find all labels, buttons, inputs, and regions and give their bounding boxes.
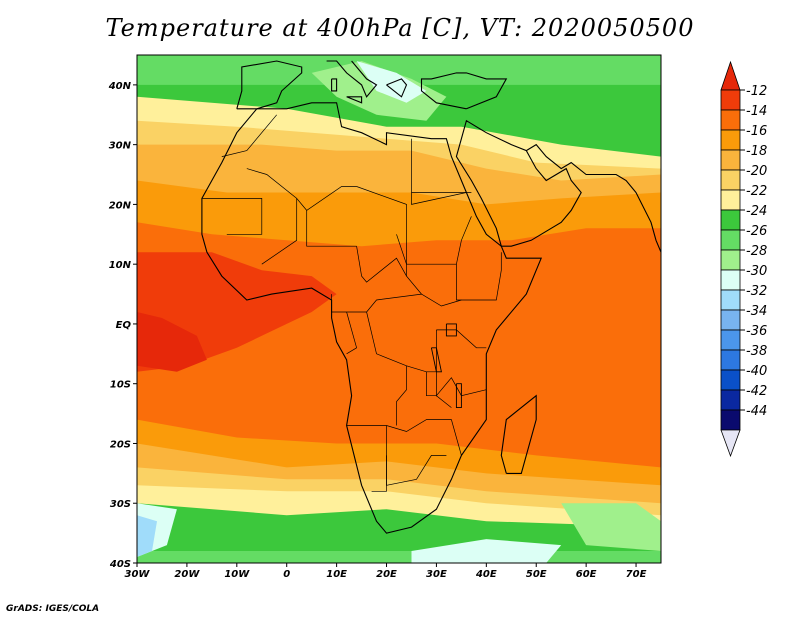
colorbar-swatch	[720, 269, 741, 291]
lake-outline	[445, 323, 457, 337]
colorbar-swatch	[720, 189, 741, 211]
colorbar-label: -26	[746, 224, 767, 239]
temperature-region	[411, 539, 562, 563]
colorbar-label: -42	[746, 384, 767, 399]
lon-tick-label: 40E	[475, 569, 497, 580]
country-border	[201, 198, 263, 235]
chart-title: Temperature at 400hPa [C], VT: 202005050…	[105, 14, 695, 42]
colorbar-swatch	[720, 249, 741, 271]
coastline	[500, 394, 537, 474]
country-border	[396, 365, 407, 426]
colorbar-label: -18	[746, 144, 767, 159]
lat-tick-label: 10N	[109, 260, 132, 271]
lat-tick-label: 10S	[110, 380, 131, 391]
colorbar-swatch	[720, 349, 741, 371]
colorbar-label: -16	[746, 124, 767, 139]
colorbar-label: -38	[746, 344, 767, 359]
lon-tick-label: 30E	[426, 569, 447, 580]
colorbar-label: -20	[746, 164, 767, 179]
lake-outline	[455, 383, 462, 409]
lat-tick-label: EQ	[116, 320, 132, 331]
coastline	[346, 96, 363, 104]
colorbar-swatch	[720, 209, 741, 231]
country-border	[306, 210, 357, 247]
coastline	[386, 78, 408, 98]
lat-tick-label: 20S	[110, 439, 131, 450]
lon-tick-label: 70E	[626, 569, 647, 580]
country-border	[331, 293, 462, 313]
lat-tick-label: 40S	[109, 559, 131, 570]
lon-tick-label: 10E	[326, 569, 347, 580]
colorbar-swatch	[720, 309, 741, 331]
lon-tick-label: 20W	[174, 569, 200, 580]
colorbar-swatch	[720, 129, 741, 151]
lon-tick-label: 60E	[576, 569, 597, 580]
colorbar-label: -34	[746, 304, 767, 319]
colorbar-swatch	[720, 109, 741, 131]
country-border	[426, 371, 452, 408]
colorbar-top-triangle	[720, 60, 741, 91]
country-border	[371, 455, 387, 492]
colorbar-swatch	[720, 409, 741, 431]
colorbar-label: -22	[746, 184, 767, 199]
temperature-region	[137, 515, 157, 557]
credit-text: GrADS: IGES/COLA	[6, 604, 100, 614]
temperature-region	[356, 61, 427, 103]
colorbar-swatch	[720, 369, 741, 391]
country-border	[221, 114, 277, 157]
map-frame	[136, 54, 662, 564]
country-border	[246, 168, 357, 211]
country-border	[356, 246, 407, 283]
coastline	[236, 60, 303, 110]
lon-tick-label: 0	[283, 569, 290, 580]
lat-tick-label: 30N	[109, 141, 132, 152]
colorbar-swatch	[720, 329, 741, 351]
colorbar-label: -36	[746, 324, 767, 339]
lon-tick-label: 30W	[125, 569, 151, 580]
colorbar-label: -30	[746, 264, 767, 279]
colorbar-label: -32	[746, 284, 767, 299]
coastline	[420, 72, 508, 110]
country-border	[456, 252, 502, 301]
country-border	[261, 198, 298, 265]
colorbar-label: -14	[746, 104, 767, 119]
colorbar-swatch	[720, 229, 741, 251]
colorbar-label: -12	[746, 84, 767, 99]
lat-tick-label: 30S	[110, 499, 131, 510]
colorbar-label: -40	[746, 364, 767, 379]
colorbar-label: -24	[746, 204, 767, 219]
coastline	[526, 143, 661, 253]
colorbar-swatch	[720, 89, 741, 111]
colorbar: -12 -14 -16 -18 -20 -22 -24 -26 -28 -30 -32 -34 -36 -…	[720, 60, 767, 458]
coastline	[455, 119, 582, 247]
colorbar-bottom-triangle	[720, 429, 741, 458]
temperature-region	[561, 503, 661, 551]
coastline	[331, 78, 338, 92]
country-border	[346, 419, 462, 456]
colorbar-swatch	[720, 389, 741, 411]
colorbar-label: -28	[746, 244, 767, 259]
temperature-field	[137, 55, 661, 563]
country-border	[346, 311, 358, 355]
lat-tick-label: 20N	[109, 200, 132, 211]
temperature-region	[137, 312, 207, 372]
lon-tick-label: 20E	[376, 569, 397, 580]
geographic-outlines	[201, 60, 661, 534]
lat-tick-label: 40N	[108, 81, 132, 92]
colorbar-swatch	[720, 289, 741, 311]
country-border	[436, 329, 487, 397]
colorbar-label: -44	[746, 404, 767, 419]
colorbar-swatch	[720, 169, 741, 191]
map-axes: 30W 20W 10W 0 10E 20E 30E 40E 50E 60E 70E 40N 30N 20N…	[108, 81, 647, 580]
lon-tick-label: 10W	[224, 569, 250, 580]
country-border	[356, 186, 422, 295]
lake-outline	[430, 347, 442, 373]
colorbar-swatch	[720, 149, 741, 171]
country-border	[411, 138, 467, 205]
lon-tick-label: 50E	[526, 569, 547, 580]
coastline	[326, 60, 378, 98]
